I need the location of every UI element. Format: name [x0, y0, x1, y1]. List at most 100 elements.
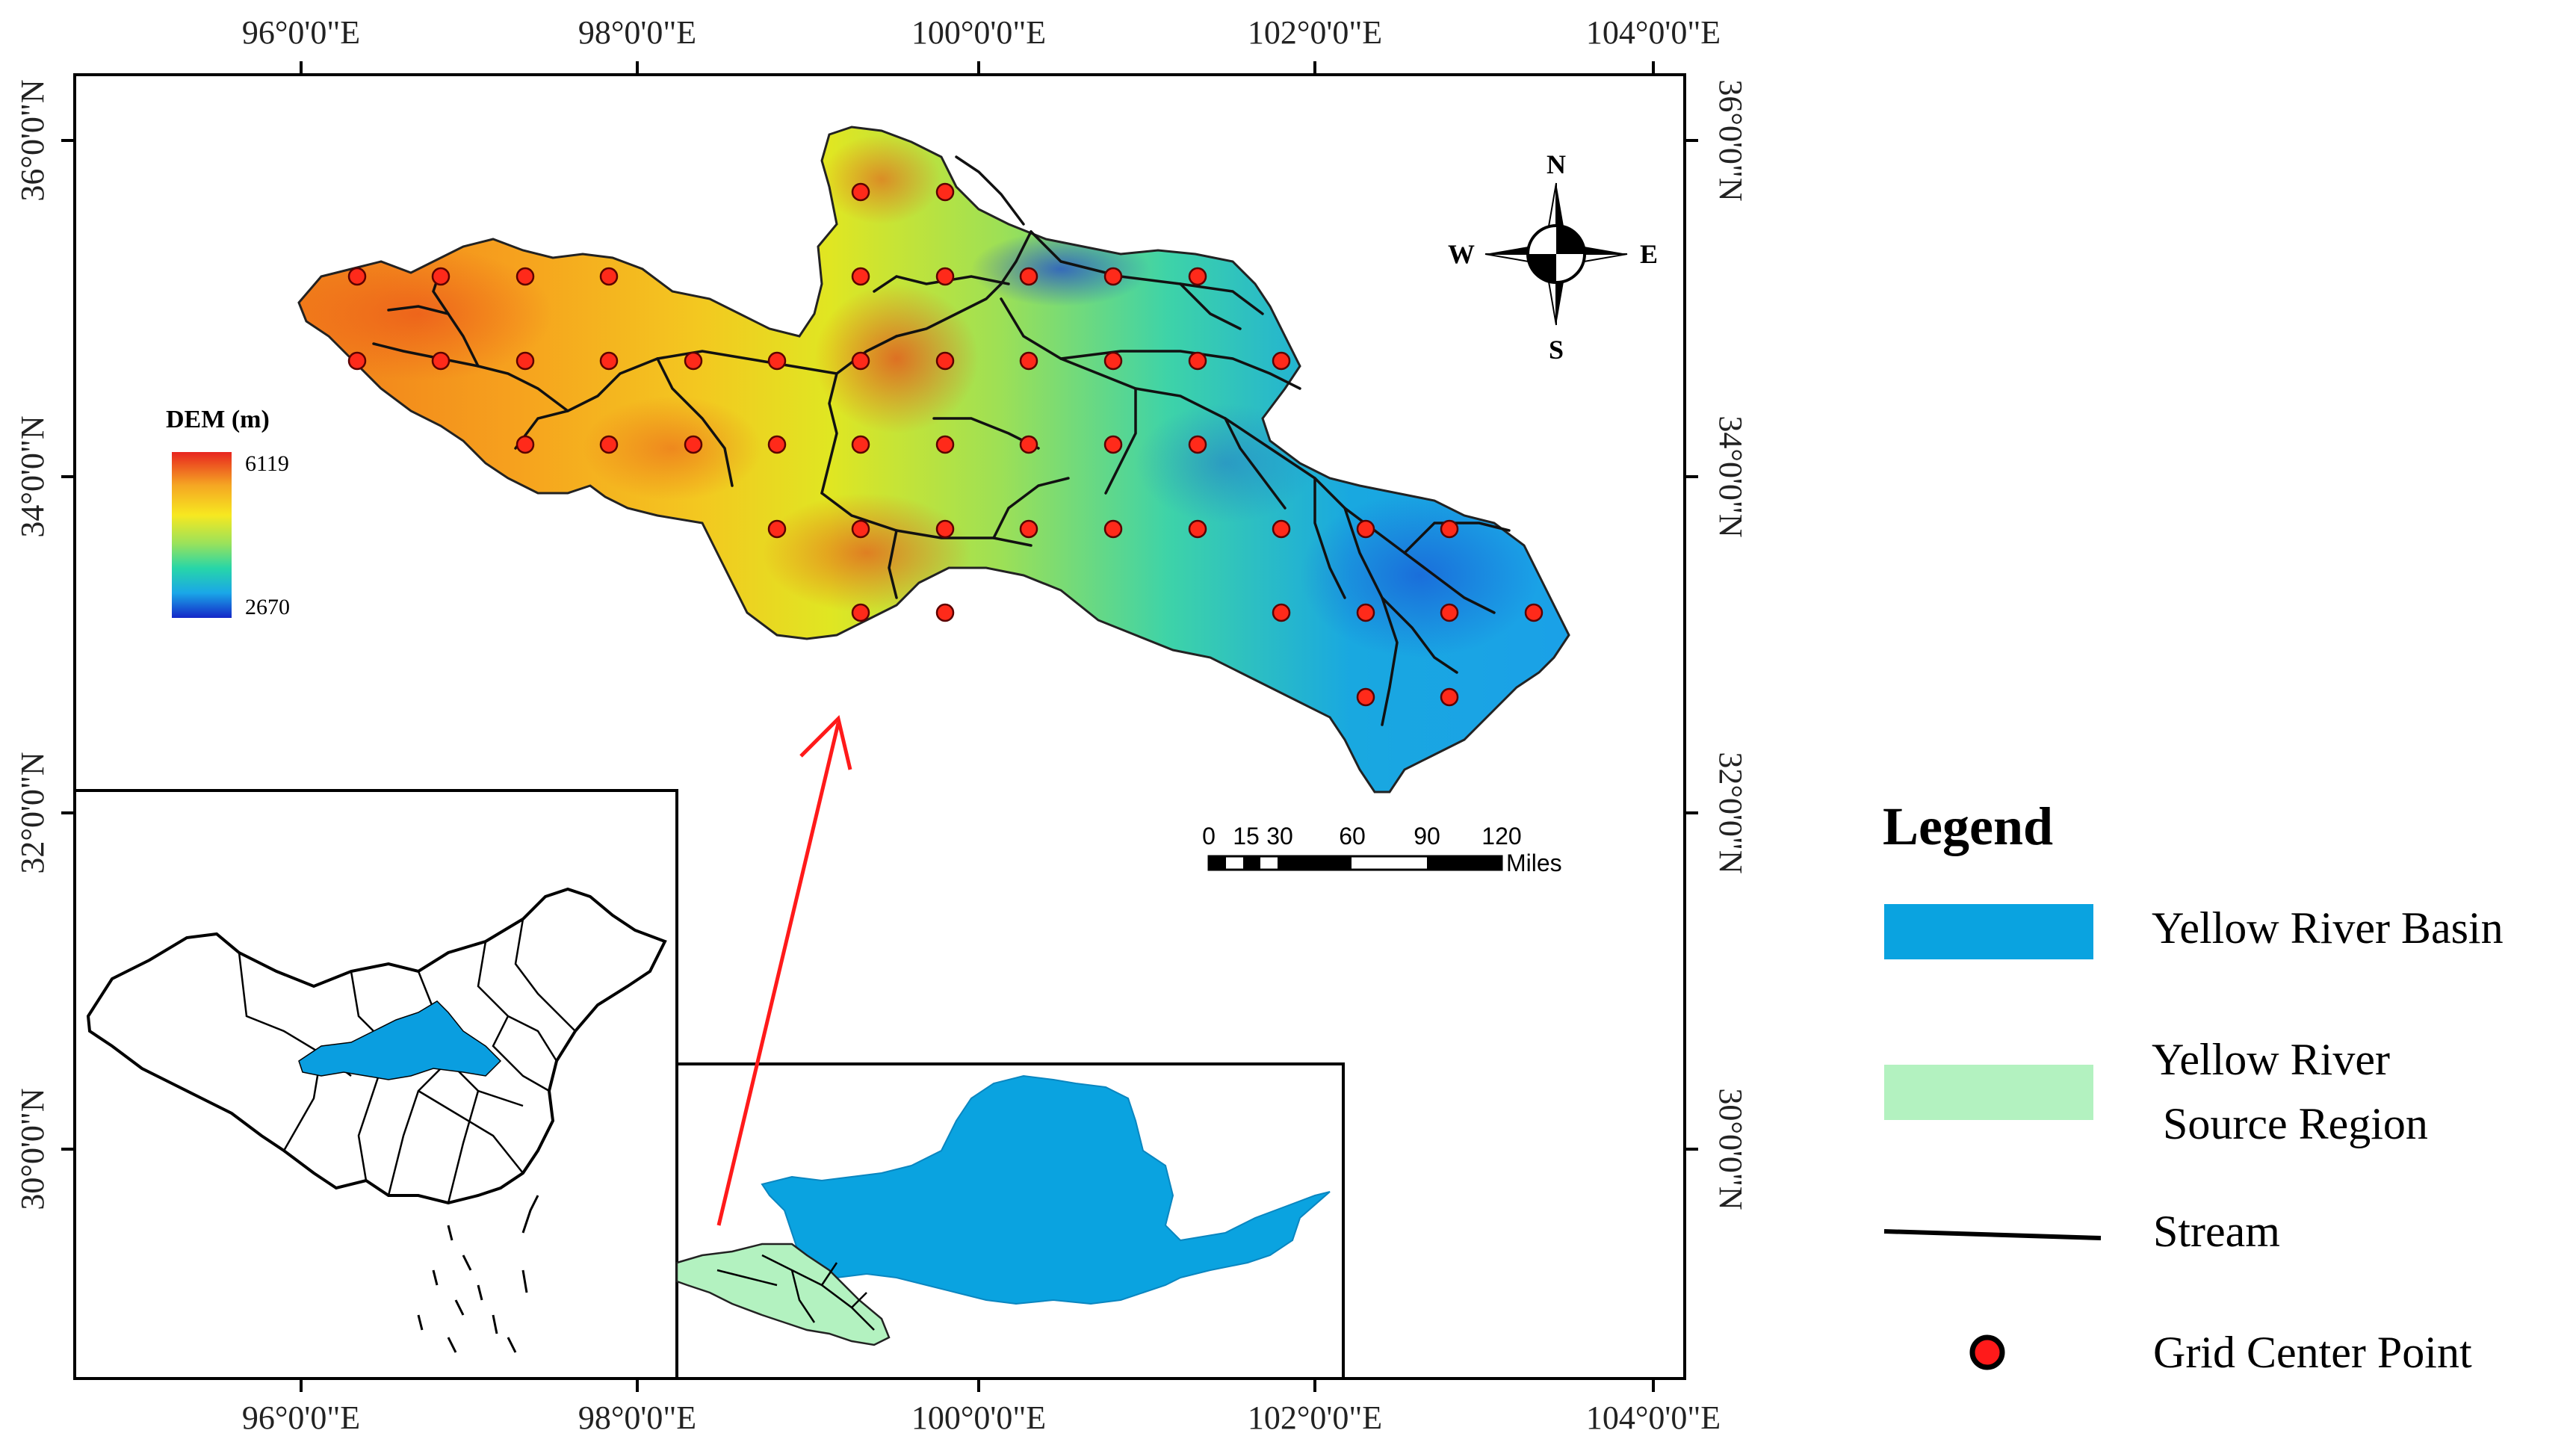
grid-point — [1103, 435, 1123, 454]
grid-point — [599, 351, 619, 371]
lon-label-top-104: 104°0'0"E — [1586, 14, 1721, 51]
north-arrow-compass: N S E W — [1448, 149, 1658, 365]
china-inset-basin — [298, 1000, 502, 1080]
grid-point — [431, 267, 451, 286]
grid-point — [1188, 435, 1207, 454]
legend-source-label-line1: Yellow River — [2152, 1035, 2390, 1084]
scale-tick-90: 90 — [1414, 823, 1440, 850]
grid-point — [767, 435, 787, 454]
legend-stream-label: Stream — [2153, 1207, 2280, 1256]
grid-point — [1103, 519, 1123, 539]
legend-title: Legend — [1883, 796, 2053, 856]
dem-max-label: 6119 — [245, 451, 289, 476]
pointer-arrow — [716, 715, 852, 1226]
grid-point — [851, 435, 870, 454]
stream-line — [1883, 1229, 2102, 1240]
grid-point — [515, 351, 535, 371]
dem-min-label: 2670 — [245, 595, 290, 619]
grid-point — [684, 351, 703, 371]
dem-legend: DEM (m) 6119 2670 — [166, 406, 290, 619]
dem-legend-title: DEM (m) — [166, 406, 270, 433]
grid-point — [1019, 267, 1038, 286]
grid-point — [1356, 687, 1375, 707]
source-swatch — [1884, 1065, 2093, 1120]
yellow-river-basin-inset — [675, 1062, 1345, 1380]
grid-point — [1356, 603, 1375, 622]
grid-point — [1440, 687, 1459, 707]
lon-label-top-100: 100°0'0"E — [911, 14, 1046, 51]
top-longitude-labels: 96°0'0"E 98°0'0"E 100°0'0"E 102°0'0"E 10… — [242, 14, 1721, 51]
grid-point — [431, 351, 451, 371]
grid-point — [767, 351, 787, 371]
scale-tick-0: 0 — [1202, 823, 1216, 850]
lon-label-bottom-102: 102°0'0"E — [1248, 1399, 1382, 1436]
lon-label-top-102: 102°0'0"E — [1248, 14, 1382, 51]
grid-point — [1103, 351, 1123, 371]
grid-point — [851, 603, 870, 622]
scale-bar: 0 15 30 60 90 120 Miles — [1202, 823, 1562, 876]
dem-color-ramp — [172, 452, 232, 618]
grid-point — [1356, 519, 1375, 539]
grid-point — [935, 182, 955, 202]
scale-tick-120: 120 — [1481, 823, 1521, 850]
legend-source-label-line2: Source Region — [2152, 1099, 2428, 1148]
grid-point — [1188, 519, 1207, 539]
scale-unit-label: Miles — [1506, 850, 1562, 876]
grid-point — [1019, 351, 1038, 371]
grid-point — [935, 351, 955, 371]
grid-point — [515, 267, 535, 286]
lat-label-right-32: 32°0'0"N — [1712, 752, 1749, 873]
grid-point-symbol — [1969, 1334, 2005, 1370]
frame-ticks — [61, 61, 1698, 1392]
grid-point — [347, 351, 367, 371]
grid-point — [684, 435, 703, 454]
scale-tick-15: 15 — [1233, 823, 1260, 850]
grid-point — [935, 603, 955, 622]
map-legend: Legend Yellow River Basin Yellow River S… — [1883, 796, 2504, 1377]
grid-point — [1272, 519, 1291, 539]
grid-point — [1524, 603, 1544, 622]
grid-point — [935, 267, 955, 286]
grid-point — [1188, 351, 1207, 371]
grid-point — [1272, 603, 1291, 622]
lat-label-right-36: 36°0'0"N — [1712, 79, 1749, 201]
lat-label-left-30: 30°0'0"N — [14, 1088, 51, 1210]
basin-swatch — [1884, 904, 2093, 959]
compass-east-label: E — [1640, 239, 1658, 269]
lon-label-top-96: 96°0'0"E — [242, 14, 360, 51]
compass-north-label: N — [1546, 149, 1566, 179]
grid-point — [599, 435, 619, 454]
grid-point — [1019, 435, 1038, 454]
lon-label-bottom-96: 96°0'0"E — [242, 1399, 360, 1436]
grid-point — [1440, 603, 1459, 622]
grid-point — [599, 267, 619, 286]
bottom-longitude-labels: 96°0'0"E 98°0'0"E 100°0'0"E 102°0'0"E 10… — [242, 1399, 1721, 1436]
lon-label-bottom-100: 100°0'0"E — [911, 1399, 1046, 1436]
grid-center-points — [347, 182, 1544, 707]
grid-point — [851, 351, 870, 371]
lon-label-bottom-104: 104°0'0"E — [1586, 1399, 1721, 1436]
grid-point — [851, 267, 870, 286]
legend-basin-label: Yellow River Basin — [2152, 903, 2504, 953]
grid-point — [767, 519, 787, 539]
grid-point — [515, 435, 535, 454]
grid-point — [1019, 519, 1038, 539]
lat-label-left-34: 34°0'0"N — [14, 415, 51, 537]
south-sea-islands — [417, 1195, 539, 1353]
lon-label-top-98: 98°0'0"E — [578, 14, 696, 51]
right-latitude-labels: 36°0'0"N 34°0'0"N 32°0'0"N 30°0'0"N — [1712, 79, 1749, 1210]
grid-point — [851, 519, 870, 539]
scale-tick-60: 60 — [1339, 823, 1366, 850]
china-inset — [73, 789, 678, 1380]
grid-point — [347, 267, 367, 286]
legend-grid-point-label: Grid Center Point — [2153, 1328, 2472, 1377]
scale-tick-30: 30 — [1266, 823, 1293, 850]
grid-point — [935, 435, 955, 454]
basin-inset-shape — [761, 1074, 1331, 1305]
source-region-inset-shape — [675, 1243, 891, 1346]
compass-south-label: S — [1549, 335, 1564, 365]
source-inset-streams — [716, 1254, 875, 1331]
grid-point — [1188, 267, 1207, 286]
grid-point — [935, 519, 955, 539]
